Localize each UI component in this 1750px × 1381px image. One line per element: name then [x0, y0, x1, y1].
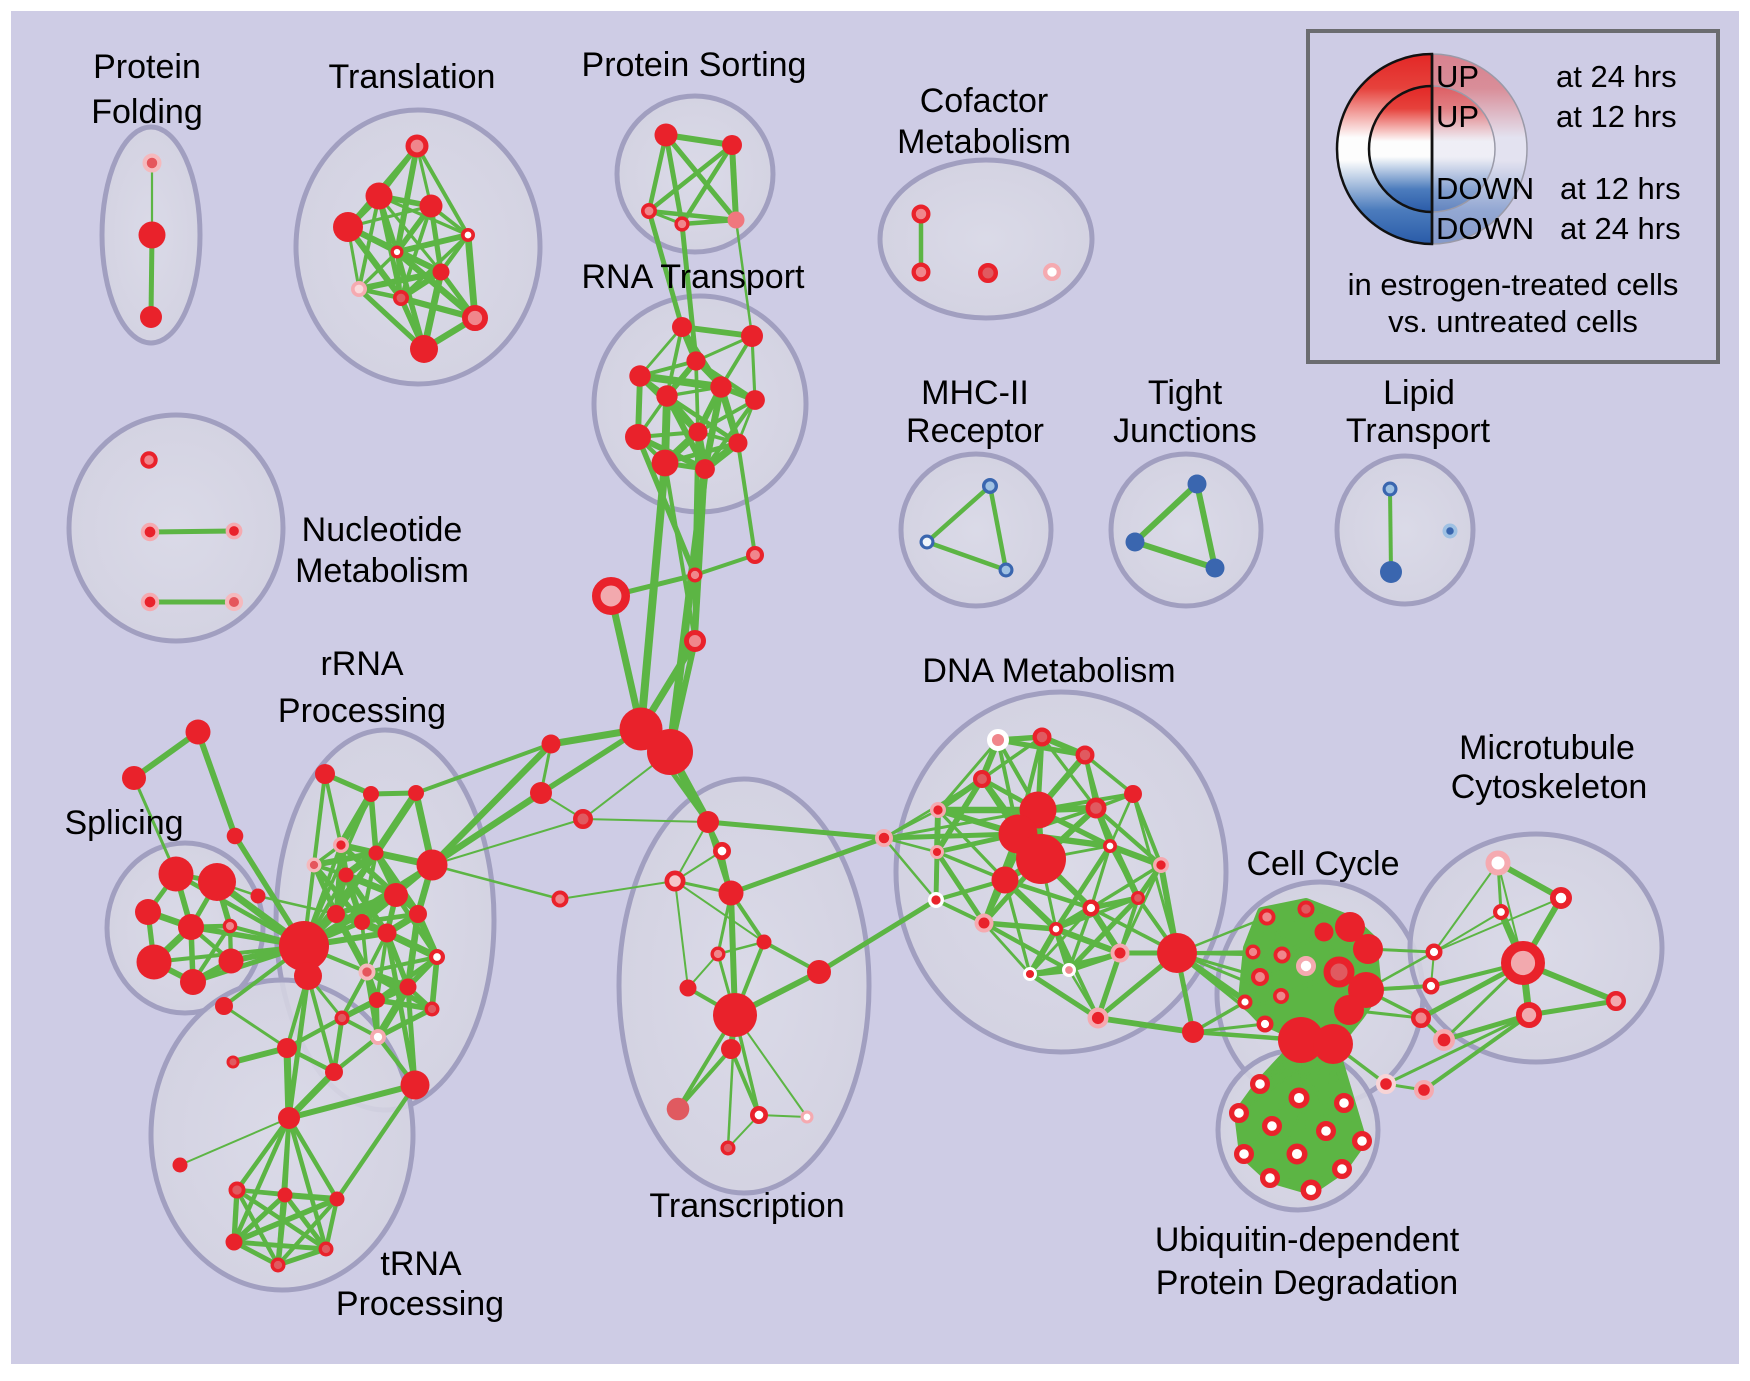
svg-text:Protein Sorting: Protein Sorting [582, 46, 807, 84]
svg-text:Folding: Folding [91, 93, 203, 131]
svg-text:Transport: Transport [1346, 412, 1491, 450]
svg-text:Metabolism: Metabolism [897, 123, 1071, 161]
svg-text:at 24 hrs: at 24 hrs [1556, 59, 1677, 94]
svg-text:Cell Cycle: Cell Cycle [1246, 845, 1399, 883]
svg-text:tRNA: tRNA [380, 1245, 462, 1283]
svg-text:Splicing: Splicing [64, 804, 183, 842]
svg-text:Transcription: Transcription [649, 1187, 844, 1225]
svg-text:Metabolism: Metabolism [295, 552, 469, 590]
svg-text:Lipid: Lipid [1383, 374, 1455, 412]
svg-text:Nucleotide: Nucleotide [302, 511, 463, 549]
svg-text:MHC-II: MHC-II [921, 374, 1029, 412]
svg-text:DOWN: DOWN [1436, 171, 1534, 206]
svg-text:in estrogen-treated cells: in estrogen-treated cells [1348, 267, 1679, 302]
svg-text:Processing: Processing [278, 692, 446, 730]
svg-text:vs. untreated cells: vs. untreated cells [1388, 304, 1638, 339]
svg-text:UP: UP [1436, 99, 1479, 134]
svg-text:at 12 hrs: at 12 hrs [1556, 99, 1677, 134]
svg-text:Protein Degradation: Protein Degradation [1156, 1264, 1458, 1302]
svg-text:UP: UP [1436, 59, 1479, 94]
svg-text:DNA Metabolism: DNA Metabolism [922, 652, 1175, 690]
svg-text:at 12 hrs: at 12 hrs [1560, 171, 1681, 206]
svg-text:Translation: Translation [329, 58, 496, 96]
svg-text:Junctions: Junctions [1113, 412, 1257, 450]
svg-text:DOWN: DOWN [1436, 211, 1534, 246]
svg-text:Receptor: Receptor [906, 412, 1044, 450]
svg-text:rRNA: rRNA [320, 645, 403, 683]
svg-text:RNA Transport: RNA Transport [582, 258, 806, 296]
svg-text:Ubiquitin-dependent: Ubiquitin-dependent [1155, 1221, 1460, 1259]
svg-text:Protein: Protein [93, 48, 201, 86]
svg-text:Tight: Tight [1148, 374, 1223, 412]
svg-text:Cytoskeleton: Cytoskeleton [1451, 768, 1648, 806]
svg-text:at 24 hrs: at 24 hrs [1560, 211, 1681, 246]
svg-text:Microtubule: Microtubule [1459, 729, 1635, 767]
svg-text:Processing: Processing [336, 1285, 504, 1323]
svg-text:Cofactor: Cofactor [920, 82, 1049, 120]
